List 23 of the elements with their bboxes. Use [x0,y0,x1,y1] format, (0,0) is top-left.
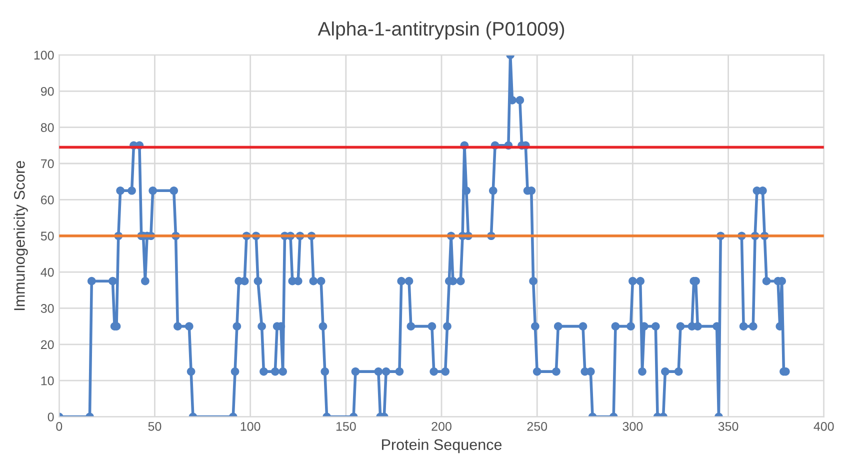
x-tick-label: 50 [148,422,162,431]
x-tick-label: 200 [432,422,452,431]
x-tick-label: 100 [240,422,260,431]
x-tick-label: 150 [336,422,356,431]
y-tick-label: 50 [40,232,54,241]
y-tick-label: 30 [40,304,54,313]
chart-title: Alpha-1-antitrypsin (P01009) [318,21,564,40]
x-tick-label: 250 [527,422,548,431]
y-tick-label: 10 [41,376,54,386]
y-tick-label: 100 [34,50,54,60]
y-tick-label: 80 [40,123,54,132]
y-tick-label: 60 [41,195,54,204]
y-tick-label: 90 [40,86,54,96]
y-tick-label: 70 [41,159,54,168]
x-axis-title: Protein Sequence [382,438,502,454]
y-tick-label: 40 [40,268,54,277]
x-tick-label: 400 [814,422,834,431]
x-tick-label: 300 [622,422,643,431]
x-tick-label: 350 [718,422,738,431]
y-tick-label: 20 [41,340,54,350]
y-axis-title: Immunogenicity Score [14,160,28,310]
x-tick-label: 0 [56,422,62,431]
y-tick-label: 0 [48,412,54,422]
